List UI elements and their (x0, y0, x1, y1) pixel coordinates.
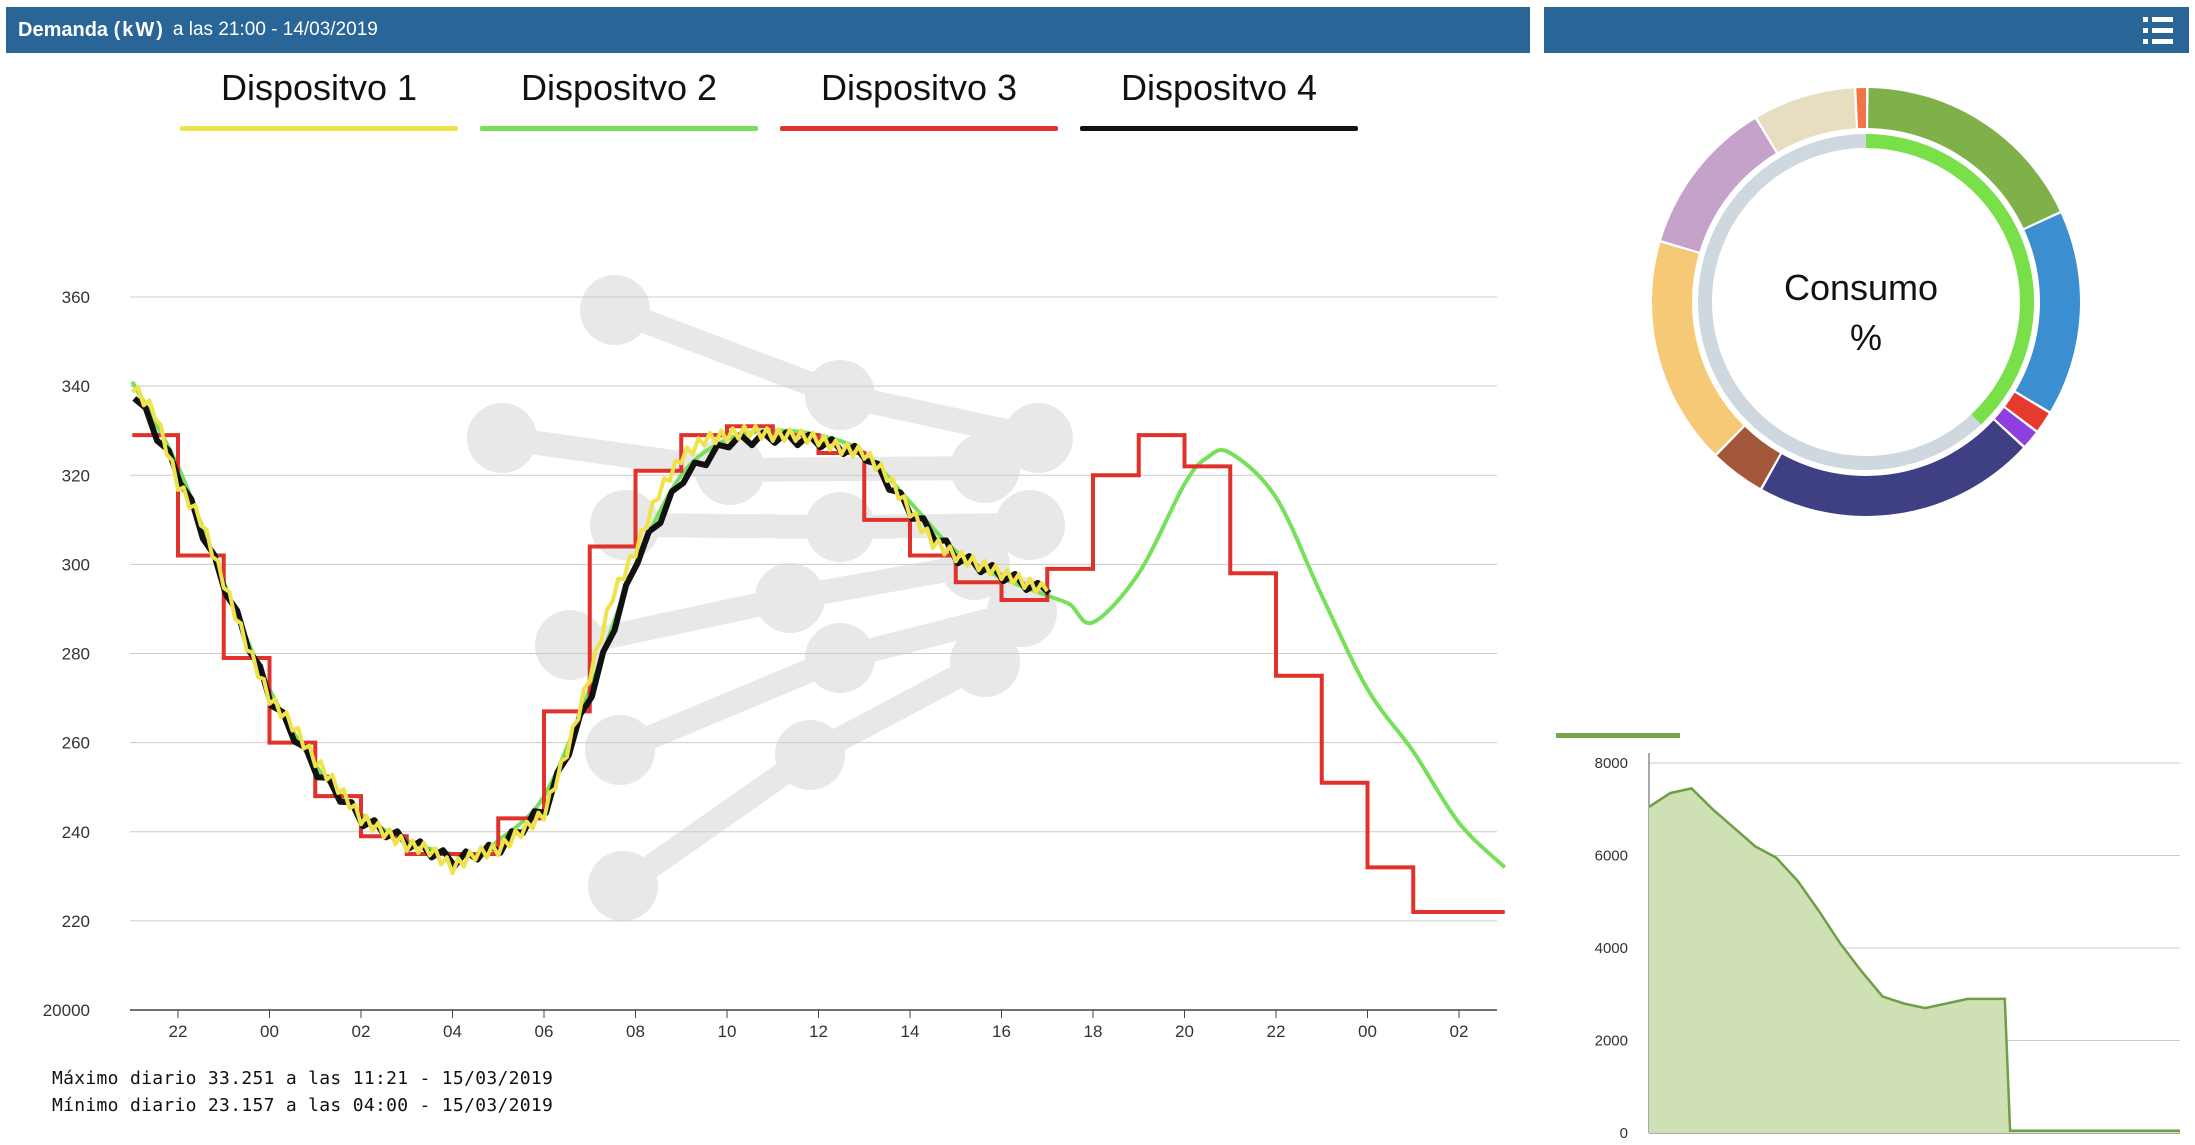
x-tick-label: 20 (1175, 1022, 1194, 1041)
legend: Dispositvo 1 Dispositvo 2 Dispositvo 3 Disp… (180, 67, 1358, 131)
daily-min: Mínimo diario 23.157 a las 04:00 - 15/03… (52, 1095, 554, 1116)
x-tick-label: 12 (809, 1022, 828, 1041)
logo-watermark (467, 275, 1073, 921)
x-tick-label: 00 (260, 1022, 279, 1041)
y-tick-label: 300 (62, 555, 90, 574)
consumption-donut (1651, 88, 2080, 517)
area-y-tick-label: 8000 (1595, 755, 1628, 772)
x-tick-label: 08 (626, 1022, 645, 1041)
x-tick-label: 02 (352, 1022, 371, 1041)
area-y-tick-label: 0 (1620, 1125, 1628, 1142)
y-tick-label: 20000 (43, 1001, 90, 1020)
legend-swatch (480, 126, 758, 131)
x-tick-label: 06 (535, 1022, 554, 1041)
y-tick-label: 360 (62, 288, 90, 307)
area-legend-swatch (1556, 733, 1680, 738)
donut-slice (2005, 392, 2049, 431)
chart-header: Demanda (kW) a las 21:00 - 14/03/2019 (6, 7, 1530, 53)
x-tick-label: 22 (169, 1022, 188, 1041)
donut-slice (1717, 426, 1780, 489)
legend-label: Dispositvo 1 (221, 67, 417, 108)
donut-slice (1868, 88, 2060, 229)
main-chart-grid (130, 296, 1497, 1011)
donut-slice (1856, 88, 1866, 129)
header-subtitle: a las 21:00 - 14/03/2019 (172, 19, 378, 40)
x-tick-label: 04 (443, 1022, 462, 1041)
legend-swatch (780, 126, 1058, 131)
series-dispositvo-1 (130, 385, 1049, 876)
y-tick-label: 260 (62, 734, 90, 753)
x-tick-label: 22 (1267, 1022, 1286, 1041)
legend-label: Dispositvo 4 (1121, 67, 1317, 108)
donut-slice (1994, 407, 2036, 446)
x-tick-label: 14 (901, 1022, 920, 1041)
main-x-axis: 22 00 02 04 06 08 10 12 14 16 18 20 22 00 02 (169, 1010, 1469, 1041)
legend-swatch (1080, 126, 1358, 131)
x-tick-label: 16 (992, 1022, 1011, 1041)
area-y-tick-label: 4000 (1595, 940, 1628, 957)
main-y-axis: 20000 220 240 260 280 300 320 340 360 (43, 288, 90, 1020)
donut-slice (1651, 242, 1744, 454)
x-tick-label: 02 (1450, 1022, 1469, 1041)
area-chart: 0 2000 4000 6000 8000 (1556, 733, 2180, 1142)
legend-label: Dispositvo 2 (521, 67, 717, 108)
y-tick-label: 240 (62, 823, 90, 842)
y-tick-label: 320 (62, 466, 90, 485)
legend-swatch (180, 126, 458, 131)
main-series (130, 380, 1507, 914)
donut-slice (2015, 213, 2080, 412)
y-tick-label: 220 (62, 912, 90, 931)
x-tick-label: 10 (718, 1022, 737, 1041)
y-tick-label: 280 (62, 645, 90, 664)
donut-slice (1762, 420, 2023, 517)
legend-label: Dispositvo 3 (821, 67, 1017, 108)
inner-ring-value (1865, 134, 2034, 425)
y-tick-label: 340 (62, 377, 90, 396)
area-line (1648, 787, 2180, 1132)
list-icon[interactable] (2143, 16, 2173, 46)
area-y-tick-label: 6000 (1595, 848, 1628, 865)
donut-slice (1661, 118, 1776, 252)
side-header (1544, 7, 2189, 53)
donut-slice (1757, 88, 1857, 153)
header-title: Demanda (kW) (18, 18, 165, 41)
daily-max: Máximo diario 33.251 a las 11:21 - 15/03… (52, 1068, 554, 1089)
area-y-tick-label: 2000 (1595, 1033, 1628, 1050)
x-tick-label: 00 (1358, 1022, 1377, 1041)
x-tick-label: 18 (1084, 1022, 1103, 1041)
area-fill (1649, 788, 2180, 1133)
donut-label: Consumo % (1784, 267, 1948, 358)
